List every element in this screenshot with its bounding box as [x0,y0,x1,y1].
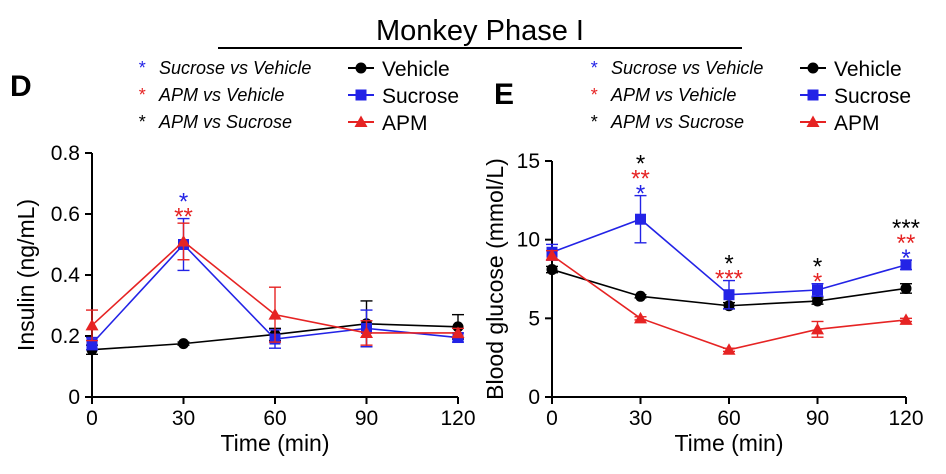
significance-key-item: * APM vs Sucrose [590,112,744,132]
x-tick-label: 60 [263,407,286,430]
panel-letter: D [10,70,32,103]
legend-marker-vehicle [355,62,367,74]
significance-annotation: *** [892,215,920,242]
y-tick-label: 0.2 [51,325,80,348]
data-point [900,282,912,294]
significance-star: * [138,85,146,105]
legend-label: Vehicle [382,58,450,81]
x-tick-label: 90 [806,407,829,430]
data-point [812,295,823,307]
legend-marker-vehicle [807,62,819,74]
legend-marker-sucrose [355,89,367,101]
legend-label: Sucrose [834,85,911,108]
data-point [178,338,189,350]
data-point [451,326,465,338]
legend-marker-apm [806,115,820,127]
significance-annotation: * [636,181,645,208]
data-point [635,213,646,225]
y-tick-label: 0.6 [51,203,80,226]
x-tick-label: 30 [629,407,652,430]
x-tick-label: 120 [440,407,475,430]
significance-key-label: APM vs Vehicle [610,85,736,105]
data-point [85,318,99,331]
data-point [545,248,559,261]
data-point [635,290,646,302]
y-tick-label: 0.8 [51,142,80,165]
significance-key-item: * APM vs Vehicle [590,85,736,105]
x-axis-label: Time (min) [220,430,329,456]
data-point [86,338,98,350]
y-tick-label: 0.4 [51,264,81,287]
significance-star: * [590,85,598,105]
significance-key-label: APM vs Sucrose [610,112,744,132]
data-point [723,289,735,301]
data-point [900,259,912,271]
x-tick-label: 120 [888,407,923,430]
data-point [812,284,823,296]
data-point [899,313,913,325]
significance-annotation: ** [174,204,193,231]
significance-annotation: * [901,245,910,272]
y-tick-label: 15 [517,150,540,173]
significance-annotation: * [179,189,188,216]
significance-annotation: * [724,251,733,278]
significance-key-label: APM vs Sucrose [158,112,292,132]
data-point [360,326,373,338]
significance-key-label: Sucrose vs Vehicle [611,58,763,78]
legend-marker-apm [354,115,368,127]
y-axis-label: Blood glucose (mmol/L) [482,158,508,400]
significance-star: * [590,58,598,78]
significance-annotation: * [813,269,822,296]
x-tick-label: 60 [717,407,740,430]
significance-key-label: Sucrose vs Vehicle [159,58,311,78]
panel-d: D 0 30 60 90 120 0 0.2 0.4 0.6 0.8 Time (min) Insuli… [10,58,476,456]
legend-marker-sucrose [807,89,819,101]
series-sucrose [546,194,912,310]
x-tick-label: 90 [355,407,378,430]
significance-star: * [590,112,598,132]
data-point [722,343,736,355]
x-tick-label: 0 [546,407,558,430]
significance-annotation: ** [631,166,650,193]
y-axis-label: Insulin (ng/mL) [13,199,39,351]
significance-key-item: * Sucrose vs Vehicle [590,58,763,78]
legend-label: APM [382,112,428,135]
series-apm [545,248,913,355]
x-axis-label: Time (min) [674,430,783,456]
significance-key-item: * APM vs Vehicle [138,85,284,105]
data-point [634,311,647,324]
legend-label: Sucrose [382,85,459,108]
x-tick-label: 30 [172,407,195,430]
significance-key-label: APM vs Vehicle [158,85,284,105]
data-point [177,234,190,247]
y-tick-label: 0 [68,386,80,409]
significance-key-item: * Sucrose vs Vehicle [138,58,311,78]
legend-label: APM [834,112,880,135]
significance-annotation: * [813,254,822,281]
data-point [546,264,558,276]
x-tick-label: 0 [86,407,98,430]
figure-title: Monkey Phase I [376,15,584,47]
significance-annotation: *** [715,266,743,293]
y-tick-label: 10 [517,229,540,252]
significance-star: * [138,112,146,132]
data-point [811,322,824,335]
significance-star: * [138,58,146,78]
y-tick-label: 0 [528,386,540,409]
y-tick-label: 5 [528,307,540,330]
significance-annotation: ** [897,230,916,257]
series-apm [85,222,465,346]
significance-annotation: * [636,151,645,178]
legend-label: Vehicle [834,58,902,81]
panel-letter: E [494,78,514,111]
data-point [268,308,282,320]
panel-e: E 0 30 60 90 120 0 5 10 15 Time (min) Blood glucose… [482,58,924,456]
significance-key-item: * APM vs Sucrose [138,112,292,132]
